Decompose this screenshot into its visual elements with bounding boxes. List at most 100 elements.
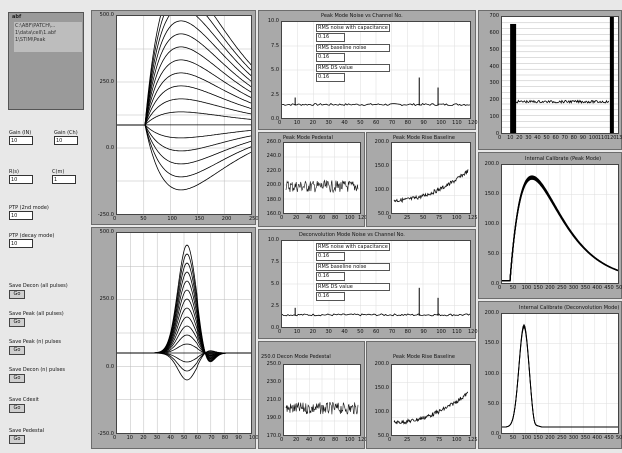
control-label: C(m) bbox=[52, 169, 65, 175]
rise-trace bbox=[393, 169, 469, 204]
control-ptp-2nd: PTP (2nd mode) 10 bbox=[9, 205, 49, 220]
x-tick-label: 450 bbox=[604, 285, 614, 291]
panel-title: 250.0 Decon Mode Pedestal bbox=[261, 354, 331, 360]
panel-title: Internal Calibrate (Deconvolution Mode) bbox=[519, 305, 620, 311]
save-label: Save Pedestal bbox=[9, 428, 45, 434]
rms-label: RMS DS value bbox=[316, 64, 390, 72]
x-tick-label: 350 bbox=[580, 285, 591, 291]
x-tick-label: 0 bbox=[388, 215, 392, 221]
x-tick-label: 40 bbox=[341, 329, 348, 335]
y-tick-label: 230.0 bbox=[266, 379, 281, 385]
x-tick-label: 200 bbox=[545, 435, 555, 441]
y-tick-label: 200 bbox=[489, 97, 499, 104]
save-cdexit-button[interactable]: Go bbox=[9, 404, 25, 413]
y-tick-label: 0.0 bbox=[106, 145, 114, 152]
panel-title: Deconvolution Mode Noise vs Channel No. bbox=[299, 232, 405, 238]
x-tick-label: 40 bbox=[341, 120, 348, 126]
x-tick-label: 120 bbox=[358, 437, 368, 443]
x-tick-label: 500 bbox=[616, 285, 622, 291]
y-tick-label: 100.0 bbox=[374, 187, 389, 193]
y-tick-label: 250.0 bbox=[99, 296, 114, 303]
y-tick-label: 0.0 bbox=[491, 431, 499, 437]
y-tick-label: 220.0 bbox=[266, 167, 281, 174]
gain-ch-field[interactable]: 10 bbox=[54, 136, 78, 145]
x-tick-label: 25 bbox=[404, 215, 411, 221]
noise-trace bbox=[282, 102, 470, 106]
x-tick-label: 150 bbox=[533, 435, 543, 441]
y-tick-label: 150.0 bbox=[374, 163, 389, 169]
gain-in-field[interactable]: 10 bbox=[9, 136, 33, 145]
save-decon-n-row: Save Decon (n) pulses Go bbox=[9, 367, 65, 383]
control-label: R(s) bbox=[9, 169, 19, 175]
x-tick-label: 0 bbox=[280, 437, 284, 443]
decon-noise-plot: RMS noise with capacitance 0.16 RMS baseli… bbox=[281, 240, 471, 328]
save-decon-all-button[interactable]: Go bbox=[9, 290, 25, 299]
x-tick-label: 110 bbox=[597, 135, 608, 141]
x-tick-label: 60 bbox=[319, 437, 326, 443]
y-tick-label: 50.0 bbox=[487, 251, 499, 257]
x-tick-label: 50 bbox=[509, 285, 517, 291]
y-tick-label: 5.0 bbox=[271, 67, 279, 73]
pulse-shape-decon-plot bbox=[116, 232, 252, 434]
x-tick-label: 40 bbox=[167, 435, 174, 441]
x-tick-label: 300 bbox=[568, 285, 579, 291]
rms-value: 0.16 bbox=[316, 33, 345, 42]
rs-field[interactable]: 10 bbox=[9, 175, 33, 184]
y-tick-label: 400 bbox=[489, 63, 499, 70]
ptp-2nd-field[interactable]: 10 bbox=[9, 211, 33, 220]
x-tick-label: 120 bbox=[468, 329, 478, 335]
rms-label: RMS noise with capacitance bbox=[316, 24, 390, 32]
y-tick-label: 190.0 bbox=[266, 415, 281, 421]
x-tick-label: 30 bbox=[325, 120, 332, 126]
panel-title: Internal Calibrate (Peak Mode) bbox=[525, 156, 602, 162]
save-pedestal-button[interactable]: Go bbox=[9, 435, 25, 444]
y-tick-label: 0.0 bbox=[106, 363, 114, 370]
y-tick-label: 2.5 bbox=[271, 91, 279, 98]
x-tick-label: 0 bbox=[498, 135, 502, 141]
peak-pedestal-plot bbox=[283, 142, 361, 214]
y-tick-label: 210.0 bbox=[266, 397, 281, 403]
x-tick-label: 80 bbox=[221, 435, 229, 441]
x-tick-label: 60 bbox=[319, 215, 326, 221]
calib-peak-plot bbox=[501, 164, 619, 284]
y-tick-label: 180.0 bbox=[266, 196, 281, 203]
y-tick-label: 700 bbox=[489, 13, 499, 19]
rms-value: 0.16 bbox=[316, 73, 345, 82]
rms-label: RMS noise with capacitance bbox=[316, 243, 390, 251]
calib-peak-panel: Internal Calibrate (Peak Mode) 200.0 150.… bbox=[478, 152, 622, 299]
x-tick-label: 100 bbox=[452, 215, 462, 221]
plot-canvas bbox=[502, 17, 618, 133]
plot-canvas bbox=[392, 143, 470, 213]
save-label: Save Peak (all pulses) bbox=[9, 311, 64, 317]
x-tick-label: 60 bbox=[373, 329, 380, 335]
x-tick-label: 50 bbox=[420, 437, 427, 443]
save-decon-n-button[interactable]: Go bbox=[9, 374, 25, 383]
y-tick-label: 170.0 bbox=[266, 433, 281, 439]
x-tick-label: 100 bbox=[436, 120, 446, 126]
y-tick-label: 200.0 bbox=[374, 361, 389, 367]
x-tick-label: 120 bbox=[468, 120, 478, 126]
x-tick-label: 80 bbox=[404, 329, 412, 335]
x-tick-label: 500 bbox=[616, 435, 622, 441]
y-tick-label: 150.0 bbox=[484, 340, 499, 347]
cm-field[interactable]: 1 bbox=[52, 175, 76, 184]
control-gain-ch: Gain (Ch) 10 bbox=[54, 130, 78, 145]
x-tick-label: 75 bbox=[436, 215, 443, 221]
y-tick-label: -250.0 bbox=[97, 431, 114, 437]
save-peak-n-button[interactable]: Go bbox=[9, 346, 25, 355]
calib-curve bbox=[502, 175, 618, 282]
x-tick-label: 0 bbox=[498, 285, 502, 291]
x-tick-label: 50 bbox=[543, 135, 550, 141]
pedestal-trace bbox=[285, 402, 359, 415]
save-peak-all-button[interactable]: Go bbox=[9, 318, 25, 327]
pulse-shape-decon-panel: 500.0 250.0 0.0 -250.0 0 10 20 30 40 50 60 70 80 90 10… bbox=[91, 227, 259, 449]
x-tick-label: 400 bbox=[592, 435, 602, 441]
pulse-curve bbox=[117, 124, 251, 139]
x-tick-label: 30 bbox=[153, 435, 161, 441]
x-tick-label: 100 bbox=[345, 437, 355, 443]
x-tick-label: 40 bbox=[306, 437, 313, 443]
x-tick-label: 130 bbox=[616, 135, 622, 141]
decon-rise-panel: Peak Mode Rise Baseline 200.0 150.0 100.0 5… bbox=[366, 341, 478, 449]
ptp-decay-field[interactable]: 10 bbox=[9, 239, 33, 248]
x-tick-label: 80 bbox=[570, 135, 577, 141]
